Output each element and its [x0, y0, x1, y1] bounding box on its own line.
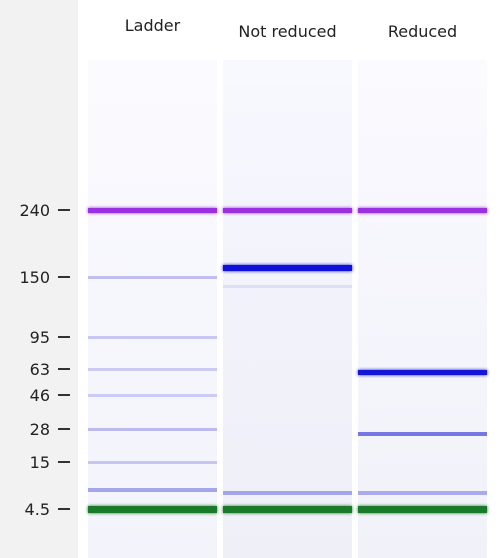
band	[88, 367, 217, 371]
tick-mark	[58, 209, 70, 211]
tick-mark	[58, 428, 70, 430]
lane-background	[88, 60, 217, 558]
axis-tick: 95	[14, 327, 78, 347]
lane-reduced: Reduced	[358, 0, 487, 558]
lane-title-reduced: Reduced	[387, 22, 458, 41]
tick-label: 28	[29, 419, 50, 439]
lane-background	[358, 60, 487, 558]
band	[358, 207, 487, 213]
tick-label: 15	[29, 452, 50, 472]
band	[223, 505, 352, 513]
tick-mark	[58, 368, 70, 370]
tick-mark	[58, 394, 70, 396]
molecular-weight-axis: 240 150 95 63 46 28 15 4.5	[0, 0, 78, 558]
axis-tick: 63	[14, 359, 78, 379]
band	[88, 207, 217, 213]
band	[88, 505, 217, 513]
band	[358, 369, 487, 375]
lane-background	[223, 60, 352, 558]
tick-mark	[58, 276, 70, 278]
lane-title-not-reduced: Not reduced	[238, 22, 337, 41]
band	[88, 460, 217, 464]
tick-mark	[58, 508, 70, 510]
band	[358, 432, 487, 436]
band	[88, 275, 217, 279]
axis-tick: 150	[14, 267, 78, 287]
tick-label: 150	[19, 267, 50, 287]
lane-title-ladder: Ladder	[124, 16, 181, 35]
lane-ladder: Ladder	[88, 0, 217, 558]
tick-mark	[58, 336, 70, 338]
tick-label: 63	[29, 359, 50, 379]
axis-tick: 28	[14, 419, 78, 439]
tick-label: 4.5	[24, 499, 50, 519]
tick-mark	[58, 461, 70, 463]
band	[358, 491, 487, 495]
axis-strip	[0, 0, 78, 558]
tick-label: 46	[29, 385, 50, 405]
axis-tick: 4.5	[14, 499, 78, 519]
lane-not-reduced: Not reduced	[223, 0, 352, 558]
band	[223, 284, 352, 288]
band	[358, 505, 487, 513]
band	[223, 207, 352, 213]
band	[88, 393, 217, 397]
band	[88, 427, 217, 431]
band	[223, 491, 352, 495]
tick-label: 95	[29, 327, 50, 347]
band	[88, 488, 217, 492]
band	[223, 265, 352, 271]
axis-tick: 15	[14, 452, 78, 472]
band	[88, 335, 217, 339]
axis-tick: 240	[14, 200, 78, 220]
axis-tick: 46	[14, 385, 78, 405]
tick-label: 240	[19, 200, 50, 220]
